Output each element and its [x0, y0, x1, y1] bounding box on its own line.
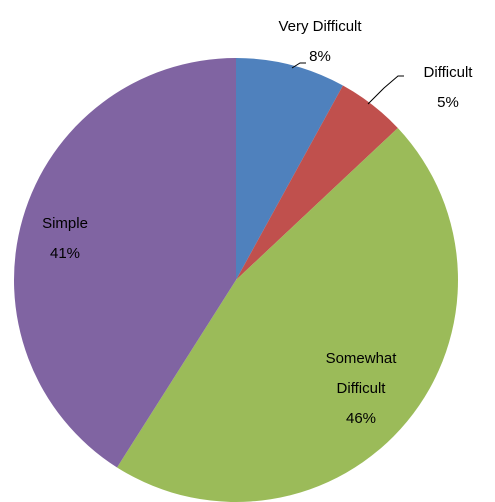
- value-label: 41%: [49, 245, 81, 262]
- pie-slice: [14, 58, 237, 468]
- data-label: Very Difficult 8%: [250, 12, 390, 72]
- category-label: Somewhat Difficult: [325, 350, 397, 397]
- category-label: Difficult: [423, 64, 473, 81]
- pie-slice: [236, 58, 343, 280]
- value-label: 46%: [345, 410, 377, 427]
- category-label: Very Difficult: [278, 18, 362, 35]
- data-label: Simple 41%: [5, 209, 125, 269]
- value-label: 5%: [437, 94, 459, 111]
- leader-line: [367, 75, 404, 105]
- data-label: Somewhat Difficult 46%: [311, 344, 411, 434]
- pie-slice: [117, 128, 458, 502]
- pie-slice: [236, 85, 398, 280]
- data-label: Difficult 5%: [388, 58, 495, 118]
- value-label: 8%: [309, 48, 331, 65]
- leader-line: [291, 62, 306, 69]
- category-label: Simple: [42, 215, 88, 232]
